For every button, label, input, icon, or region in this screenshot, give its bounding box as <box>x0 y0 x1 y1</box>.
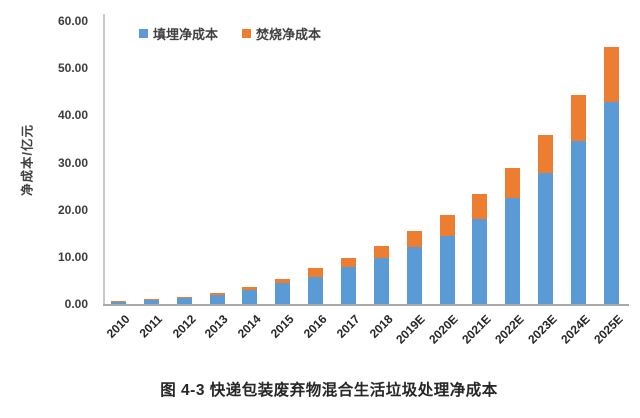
bar-segment-incineration-2017 <box>340 257 356 267</box>
x-tick-label-2025E: 2025E <box>590 312 626 347</box>
legend-swatch-incineration-icon <box>242 29 252 38</box>
bar-segment-incineration-2022E <box>505 167 521 199</box>
bar-segment-incineration-2019E <box>406 231 422 248</box>
bar-segment-landfill-2012 <box>176 297 192 304</box>
legend-item-landfill: 填埋净成本 <box>139 24 218 43</box>
x-tick-label-2018: 2018 <box>366 312 396 341</box>
bar-segment-incineration-2014 <box>242 287 258 290</box>
bar-segment-landfill-2019E <box>406 247 422 304</box>
bar-segment-landfill-2016 <box>308 276 324 304</box>
y-tick-label-40.00: 40.00 <box>57 108 88 123</box>
y-tick-label-50.00: 50.00 <box>57 61 88 76</box>
x-tick-label-2019E: 2019E <box>393 312 429 347</box>
y-tick-label-30.00: 30.00 <box>57 155 88 170</box>
x-tick-label-2017: 2017 <box>333 312 363 341</box>
bar-segment-landfill-2015 <box>275 283 291 304</box>
y-tick-label-20.00: 20.00 <box>57 202 88 217</box>
legend-item-incineration: 焚烧净成本 <box>242 24 321 43</box>
y-axis-line <box>103 14 105 305</box>
bar-segment-incineration-2021E <box>472 193 488 219</box>
x-axis-baseline <box>103 304 629 306</box>
legend-swatch-landfill-icon <box>139 29 148 38</box>
bar-segment-landfill-2013 <box>209 294 225 304</box>
bar-segment-landfill-2021E <box>472 218 488 304</box>
y-tick-label-60.00: 60.00 <box>57 14 88 28</box>
x-tick-label-2020E: 2020E <box>426 312 461 347</box>
bar-segment-incineration-2020E <box>439 214 455 236</box>
bar-segment-landfill-2014 <box>242 289 258 304</box>
x-tick-label-2021E: 2021E <box>459 312 494 347</box>
bar-segment-landfill-2024E <box>570 141 586 304</box>
bar-segment-landfill-2010 <box>111 301 126 304</box>
bar-segment-landfill-2025E <box>603 102 619 304</box>
bar-segment-landfill-2022E <box>505 198 521 304</box>
x-tick-label-2011: 2011 <box>136 312 166 341</box>
x-tick-label-2014: 2014 <box>235 312 264 341</box>
y-tick-label-0.00: 0.00 <box>64 297 88 311</box>
x-tick-label-2024E: 2024E <box>557 312 593 347</box>
bar-segment-incineration-2025E <box>603 46 619 103</box>
bar-segment-incineration-2018 <box>373 245 389 258</box>
x-tick-label-2013: 2013 <box>202 312 231 341</box>
bar-segment-landfill-2011 <box>143 299 159 304</box>
legend-label-landfill: 填埋净成本 <box>153 27 219 42</box>
bar-segment-landfill-2017 <box>340 266 356 304</box>
x-tick-label-2016: 2016 <box>300 312 330 341</box>
bar-segment-incineration-2015 <box>275 279 291 284</box>
x-tick-label-2015: 2015 <box>267 312 297 341</box>
bar-segment-landfill-2020E <box>439 235 455 304</box>
bar-segment-incineration-2023E <box>538 135 554 173</box>
x-tick-label-2010: 2010 <box>103 312 133 341</box>
legend-label-incineration: 焚烧净成本 <box>256 27 322 42</box>
bar-segment-incineration-2016 <box>308 267 324 277</box>
x-tick-label-2022E: 2022E <box>492 312 527 347</box>
bar-segment-incineration-2024E <box>570 95 586 142</box>
bar-segment-landfill-2018 <box>373 257 389 304</box>
chart-legend: 填埋净成本 焚烧净成本 <box>139 24 321 43</box>
x-tick-label-2023E: 2023E <box>525 312 560 347</box>
bar-segment-landfill-2023E <box>538 172 554 304</box>
bar-segment-incineration-2012 <box>176 296 192 298</box>
y-tick-label-10.00: 10.00 <box>57 249 88 264</box>
x-tick-label-2012: 2012 <box>169 312 199 341</box>
figure-caption: 图 4-3 快递包装废弃物混合生活垃圾处理净成本 <box>160 382 498 399</box>
bar-segment-incineration-2013 <box>209 293 225 295</box>
